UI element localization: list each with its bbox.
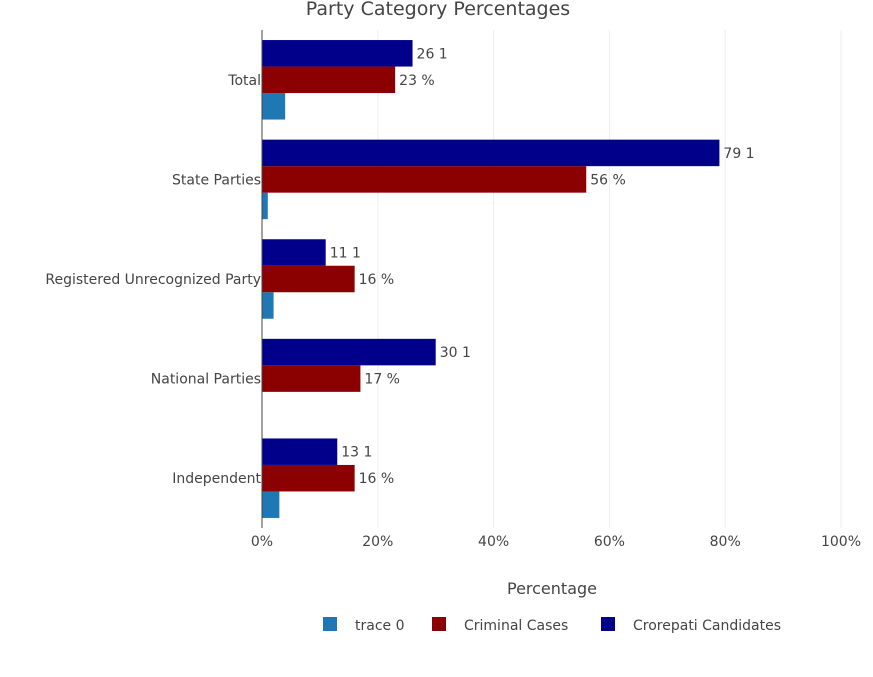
bar-trace-0[interactable] — [262, 491, 280, 518]
bar-criminal-cases[interactable] — [262, 166, 587, 193]
legend-item-crorepati-candidates[interactable]: Crorepati Candidates — [601, 617, 781, 634]
legend-item-trace-0[interactable]: trace 0 — [323, 617, 405, 634]
x-tick-label: 60% — [594, 534, 625, 550]
legend-label: Crorepati Candidates — [633, 618, 781, 634]
bar-criminal-cases[interactable] — [262, 365, 361, 392]
data-label: 30 1 — [440, 345, 471, 361]
bar-criminal-cases[interactable] — [262, 265, 355, 293]
bar-criminal-cases[interactable] — [262, 464, 355, 492]
legend[interactable]: trace 0 Criminal Cases Crorepati Candidate… — [323, 617, 781, 634]
legend-item-criminal-cases[interactable]: Criminal Cases — [432, 617, 568, 634]
legend-label: Criminal Cases — [464, 618, 568, 634]
bars — [262, 40, 720, 518]
y-tick-label: National Parties — [151, 372, 261, 388]
y-tick-label: Total — [227, 73, 261, 89]
bar-trace-0[interactable] — [262, 192, 268, 220]
legend-swatch — [601, 617, 615, 631]
data-label: 26 1 — [417, 46, 448, 62]
data-labels: 23 % 26 1 56 % 79 1 16 % 11 1 17 % 30 1 16 % 13 1 — [330, 46, 755, 487]
data-label: 13 1 — [341, 445, 372, 461]
x-tick-label: 80% — [710, 534, 741, 550]
x-tick-label: 20% — [362, 534, 393, 550]
x-axis-title: Percentage — [507, 579, 597, 598]
bar-trace-0[interactable] — [262, 292, 274, 319]
bar-crorepati-candidates[interactable] — [262, 438, 338, 465]
data-label: 56 % — [590, 172, 626, 188]
data-label: 16 % — [359, 272, 395, 288]
data-label: 23 % — [399, 73, 435, 89]
x-tick-label: 100% — [821, 534, 861, 550]
bar-crorepati-candidates[interactable] — [262, 40, 413, 67]
bar-crorepati-candidates[interactable] — [262, 139, 720, 167]
y-tick-label: State Parties — [172, 172, 261, 188]
data-label: 16 % — [359, 471, 395, 487]
y-tick-label: Registered Unrecognized Party — [45, 272, 261, 288]
y-axis-tick-labels: Total State Parties Registered Unrecognize… — [45, 73, 261, 487]
data-label: 17 % — [364, 372, 400, 388]
bar-criminal-cases[interactable] — [262, 66, 396, 94]
legend-label: trace 0 — [355, 618, 405, 634]
x-axis-tick-labels: 0% 20% 40% 60% 80% 100% — [251, 534, 861, 550]
bar-crorepati-candidates[interactable] — [262, 239, 326, 266]
gridlines — [377, 30, 842, 528]
data-label: 79 1 — [723, 146, 754, 162]
y-tick-label: Independent — [172, 471, 261, 487]
chart-title: Party Category Percentages — [306, 0, 570, 20]
data-label: 11 1 — [330, 246, 361, 262]
x-tick-label: 0% — [251, 534, 273, 550]
legend-swatch — [432, 617, 446, 631]
bar-trace-0[interactable] — [262, 93, 286, 120]
legend-swatch — [323, 617, 337, 631]
x-tick-label: 40% — [478, 534, 509, 550]
bar-crorepati-candidates[interactable] — [262, 338, 436, 366]
